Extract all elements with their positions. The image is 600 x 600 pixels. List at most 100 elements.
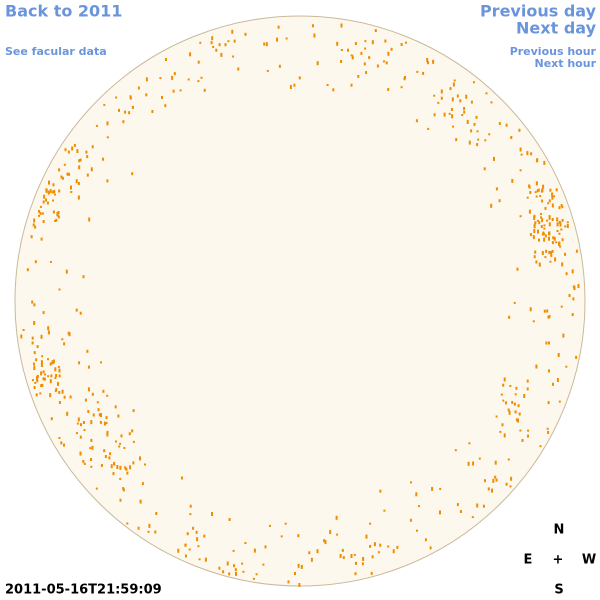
facula <box>228 518 231 521</box>
facula <box>550 253 553 257</box>
facula <box>63 395 66 399</box>
facula <box>484 139 487 142</box>
facula <box>547 202 550 205</box>
facula <box>400 43 403 46</box>
facula <box>47 375 50 378</box>
facula <box>106 430 109 434</box>
facula <box>553 236 556 241</box>
facula <box>373 542 376 547</box>
facula <box>33 362 35 366</box>
facula <box>452 125 455 128</box>
facula <box>543 227 546 230</box>
facula <box>189 504 192 508</box>
facula <box>171 75 174 80</box>
facula <box>289 85 292 89</box>
previous-hour-link[interactable]: Previous hour <box>510 45 597 58</box>
facula <box>558 243 561 246</box>
facula <box>448 112 451 115</box>
facula <box>517 418 519 423</box>
facula <box>20 334 23 339</box>
facula <box>498 122 501 125</box>
facula <box>400 86 403 89</box>
facula <box>503 377 506 382</box>
facula <box>40 360 43 365</box>
facula <box>34 260 37 264</box>
facula <box>347 48 349 52</box>
facula <box>384 39 387 43</box>
facula <box>543 232 545 235</box>
facula <box>466 120 469 124</box>
facula <box>195 530 198 534</box>
facula <box>192 526 195 530</box>
facula <box>515 418 518 422</box>
facula <box>552 236 555 240</box>
facula <box>71 146 74 151</box>
facula <box>45 198 47 202</box>
facula <box>571 269 574 274</box>
facula <box>114 405 117 409</box>
back-link[interactable]: Back to 2011 <box>5 2 122 21</box>
facula <box>284 522 287 525</box>
facula <box>87 387 90 392</box>
facula <box>119 465 122 470</box>
facula <box>526 196 529 199</box>
facula <box>553 195 556 198</box>
facula <box>103 449 106 453</box>
facula <box>58 437 61 439</box>
facula <box>510 476 513 481</box>
facula <box>298 583 301 587</box>
facula <box>546 309 549 313</box>
facula <box>57 381 59 386</box>
facula <box>197 545 200 548</box>
facula <box>90 420 93 425</box>
next-day-link[interactable]: Next day <box>516 19 597 38</box>
compass-west: W <box>582 553 596 568</box>
facula <box>561 206 564 209</box>
facula <box>90 438 93 442</box>
facula <box>533 216 536 221</box>
facula <box>326 84 329 86</box>
facula <box>137 526 140 530</box>
facula <box>336 41 339 46</box>
facula <box>316 549 319 554</box>
facula <box>39 392 42 395</box>
facula <box>547 430 550 434</box>
facula <box>100 361 102 364</box>
facula <box>505 401 507 405</box>
facula <box>244 542 247 544</box>
facula <box>533 224 536 229</box>
facula <box>52 359 55 364</box>
facula <box>471 516 474 519</box>
facula <box>351 55 354 60</box>
facula <box>204 557 207 562</box>
facula <box>300 564 303 569</box>
facula <box>452 82 455 87</box>
facula <box>49 362 52 366</box>
facula <box>528 185 531 189</box>
facula <box>449 87 452 91</box>
facula <box>350 83 353 87</box>
facula <box>440 96 443 100</box>
facula <box>339 553 342 558</box>
facula <box>470 129 473 133</box>
facular-link[interactable]: See facular data <box>5 45 107 58</box>
facula <box>340 49 343 51</box>
next-hour-link[interactable]: Next hour <box>535 57 597 70</box>
facula <box>556 219 559 222</box>
previous-day-link[interactable]: Previous day <box>480 2 597 21</box>
facula <box>39 205 42 208</box>
facula <box>572 297 575 301</box>
facula <box>77 182 80 185</box>
facula <box>53 190 56 193</box>
facula <box>129 96 132 100</box>
facula <box>33 218 36 223</box>
facula <box>364 40 367 43</box>
facula <box>316 61 319 66</box>
facula <box>69 395 72 399</box>
facula <box>253 548 256 553</box>
facula <box>390 47 393 51</box>
facula <box>548 222 551 227</box>
facula <box>544 206 547 210</box>
facula <box>116 465 119 469</box>
